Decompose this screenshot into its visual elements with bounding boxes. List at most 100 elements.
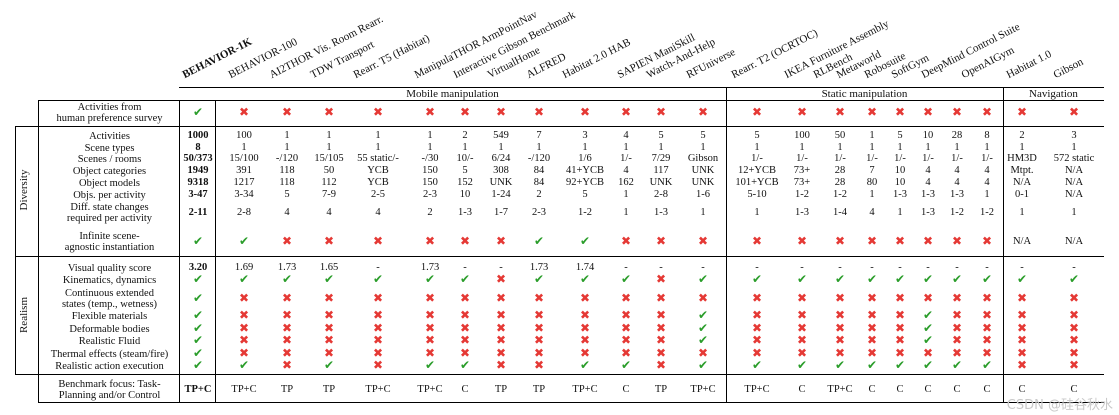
cross-icon: ✖ xyxy=(459,234,471,248)
table-cell: ✖ xyxy=(1044,106,1104,119)
table-cell: ✖ xyxy=(870,106,930,119)
cross-icon: ✖ xyxy=(981,346,993,360)
table-cell: 15/105 xyxy=(314,153,344,164)
cross-icon: ✖ xyxy=(951,234,963,248)
cross-icon: ✖ xyxy=(424,105,436,119)
table-cell: ✖ xyxy=(631,322,691,335)
table-cell: ✖ xyxy=(348,359,408,372)
check-icon: ✔ xyxy=(579,358,591,372)
table-cell: UNK xyxy=(489,177,513,188)
table-cell: 1 xyxy=(623,189,629,200)
table-cell: 1/- xyxy=(751,153,763,164)
table-cell: 2 xyxy=(427,207,433,218)
table-cell: 1 xyxy=(1019,207,1025,218)
cross-icon: ✖ xyxy=(981,333,993,347)
check-icon: ✔ xyxy=(579,272,591,286)
table-cell: C xyxy=(983,384,991,395)
table-cell: ✖ xyxy=(509,308,569,322)
cross-icon: ✖ xyxy=(323,346,335,360)
check-icon: ✔ xyxy=(697,321,709,335)
table-cell: 1 xyxy=(897,207,903,218)
table-cell: 4 xyxy=(326,207,332,218)
table-cell: ✔ xyxy=(810,359,870,372)
table-cell: ✖ xyxy=(772,334,832,347)
table-cell: ✖ xyxy=(555,309,615,322)
cross-icon: ✖ xyxy=(894,234,906,248)
check-icon: ✔ xyxy=(697,272,709,286)
table-cell: ✔ xyxy=(673,321,733,335)
table-cell: 1 xyxy=(837,142,843,153)
row-label-line: agnostic instantiation xyxy=(64,242,155,253)
table-cell: ✖ xyxy=(992,334,1052,347)
table-cell: YCB xyxy=(367,165,389,176)
table-cell: 1-3 xyxy=(950,189,964,200)
table-cell: ✖ xyxy=(870,347,930,360)
section-label: Realism xyxy=(18,296,30,334)
table-cell: - xyxy=(955,262,959,273)
check-icon: ✔ xyxy=(981,358,993,372)
table-cell: 15/100 xyxy=(229,153,259,164)
cross-icon: ✖ xyxy=(238,321,250,335)
table-cell: ✔ xyxy=(168,334,228,347)
cross-icon: ✖ xyxy=(533,308,545,322)
table-cell: ✔ xyxy=(168,235,228,248)
cross-icon: ✖ xyxy=(281,234,293,248)
check-icon: ✔ xyxy=(533,234,545,248)
table-cell: ✖ xyxy=(348,309,408,322)
table-cell: UNK xyxy=(691,165,715,176)
table-cell: ✔ xyxy=(727,359,787,372)
table-cell: ✔ xyxy=(898,309,958,322)
cross-icon: ✖ xyxy=(1068,308,1080,322)
table-cell: ✖ xyxy=(727,106,787,119)
cross-icon: ✖ xyxy=(796,321,808,335)
table-cell: - xyxy=(624,262,628,273)
table-cell: ✖ xyxy=(810,235,870,248)
table-cell: 28 xyxy=(834,177,846,188)
cross-icon: ✖ xyxy=(981,308,993,322)
table-cell: - xyxy=(701,262,705,273)
table-cell: C xyxy=(798,384,806,395)
cross-icon: ✖ xyxy=(533,321,545,335)
table-cell: 10/- xyxy=(456,153,474,164)
table-cell: 1 xyxy=(498,142,504,153)
table-cell: ✖ xyxy=(348,292,408,305)
cross-icon: ✖ xyxy=(238,308,250,322)
check-icon: ✔ xyxy=(192,105,204,119)
table-cell: TP+C xyxy=(365,384,391,395)
table-cell: 112 xyxy=(321,177,337,188)
cross-icon: ✖ xyxy=(866,321,878,335)
row-label-line: Activities xyxy=(89,130,130,142)
table-cell: ✔ xyxy=(810,273,870,286)
check-icon: ✔ xyxy=(922,333,934,347)
table-cell: TP xyxy=(280,384,294,395)
group-header: Navigation xyxy=(1029,88,1078,100)
table-cell: ✖ xyxy=(810,292,870,305)
table-cell: 1/- xyxy=(922,153,934,164)
table-cell: ✖ xyxy=(299,292,359,305)
table-cell: ✖ xyxy=(299,334,359,347)
table-cell: ✖ xyxy=(596,347,656,360)
cross-icon: ✖ xyxy=(620,234,632,248)
cross-icon: ✖ xyxy=(796,346,808,360)
table-cell: ✖ xyxy=(772,309,832,322)
cross-icon: ✖ xyxy=(834,308,846,322)
table-cell: C xyxy=(868,384,876,395)
row-label: Activities from human preference survey xyxy=(40,102,179,124)
table-cell: ✖ xyxy=(842,106,902,119)
cross-icon: ✖ xyxy=(533,346,545,360)
row-label: Scene types xyxy=(40,143,179,154)
table-cell: ✖ xyxy=(842,309,902,322)
table-cell: 1 xyxy=(427,130,433,141)
table-cell: ✖ xyxy=(400,292,460,305)
row-label-line: Deformable bodies xyxy=(69,323,150,335)
table-cell: 4 xyxy=(284,207,290,218)
cross-icon: ✖ xyxy=(495,308,507,322)
table-cell: 1 xyxy=(897,142,903,153)
table-cell: ✖ xyxy=(471,308,531,322)
table-cell: ✖ xyxy=(435,334,495,347)
table-cell: 4 xyxy=(375,207,381,218)
cross-icon: ✖ xyxy=(655,333,667,347)
table-cell: ✔ xyxy=(509,234,569,248)
table-cell: ✖ xyxy=(257,234,317,248)
table-cell: 1 xyxy=(799,142,805,153)
